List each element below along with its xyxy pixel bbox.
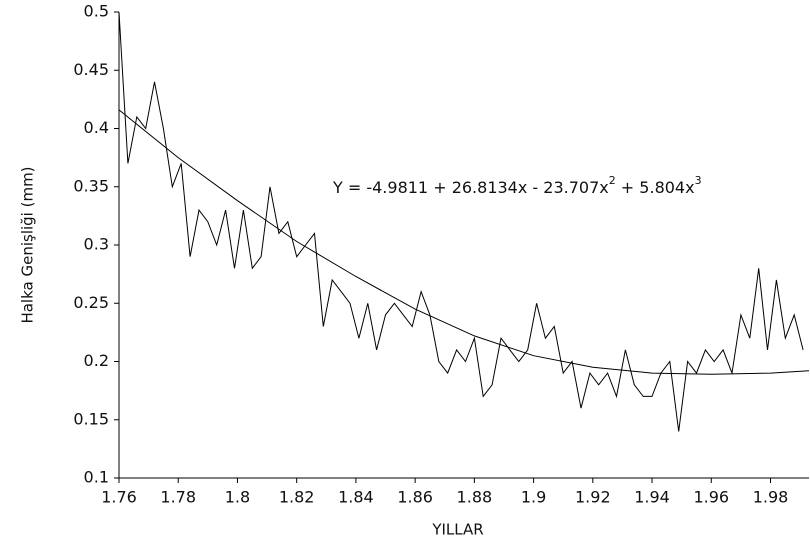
x-tick-label: 1.9 [521,488,546,507]
x-tick-label: 1.8 [225,488,250,507]
x-tick-label: 1.82 [279,488,315,507]
x-tick-label: 1.88 [457,488,493,507]
series-line [118,109,810,375]
y-tick-label: 0.4 [84,118,109,137]
x-tick-label: 1.84 [338,488,374,507]
fit-equation: Y = -4.9811 + 26.8134x - 23.707x2 + 5.80… [332,174,702,197]
series-line [118,11,804,432]
y-axis-label: Halka Genişliği (mm) [19,166,37,323]
eq-part: + 5.804x [616,178,695,197]
y-tick-label: 0.3 [84,235,109,254]
y-tick-label: 0.25 [73,293,109,312]
eq-sup: 2 [609,174,616,187]
eq-part: Y = -4.9811 + 26.8134x - 23.707x [332,178,609,197]
y-tick-label: 0.5 [84,2,109,21]
y-tick-label: 0.45 [73,60,109,79]
eq-sup: 3 [695,174,702,187]
x-tick-label: 1.98 [753,488,789,507]
x-tick-label: 1.86 [397,488,433,507]
x-tick-label: 1.94 [634,488,670,507]
y-tick-label: 0.35 [73,176,109,195]
y-tick-label: 0.2 [84,351,109,370]
x-axis-label: YILLAR [431,521,483,539]
x-tick-label: 1.96 [693,488,729,507]
x-tick-label: 1.78 [160,488,196,507]
x-tick-label: 1.76 [101,488,137,507]
y-tick-label: 0.15 [73,409,109,428]
x-tick-label: 1.92 [575,488,611,507]
y-tick-label: 0.1 [84,468,109,487]
